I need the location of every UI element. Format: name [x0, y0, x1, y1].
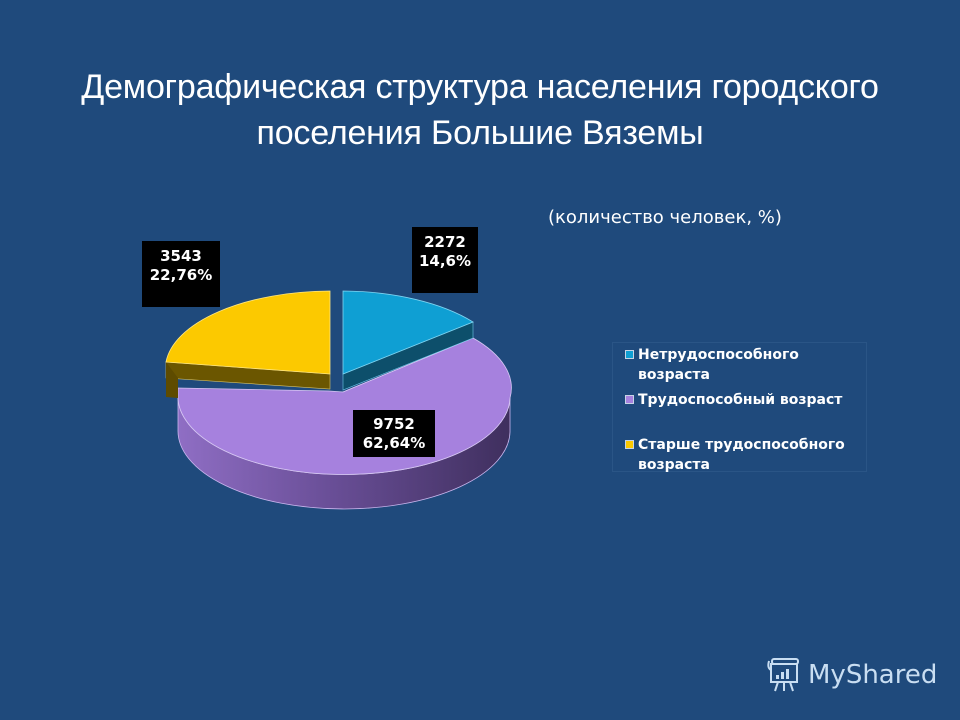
- label-value: 2272: [424, 233, 466, 251]
- title-line-2: поселения Большие Вяземы: [256, 114, 704, 152]
- pie-slice-young: [342, 290, 474, 391]
- chart-legend: Нетрудоспособного возраста Трудоспособны…: [612, 342, 867, 475]
- pie-slice-elderly: [165, 290, 331, 398]
- label-percent: 22,76%: [149, 266, 213, 284]
- legend-label: Трудоспособный возраст: [638, 392, 843, 408]
- chart-title: Демографическая структура населения горо…: [0, 64, 960, 156]
- legend-item-working: Трудоспособный возраст: [625, 390, 865, 410]
- presentation-board-icon: [767, 658, 799, 692]
- label-percent: 62,64%: [362, 434, 426, 452]
- legend-item-elderly: Старше трудоспособного возраста: [625, 435, 865, 475]
- chart-subtitle: (количество человек, %): [548, 207, 782, 228]
- label-percent: 14,6%: [418, 252, 472, 270]
- label-value: 3543: [160, 247, 202, 265]
- title-line-1: Демографическая структура населения горо…: [81, 68, 879, 106]
- watermark: MyShared: [766, 653, 937, 697]
- data-label-elderly: 3543 22,76%: [142, 241, 220, 307]
- data-label-young: 2272 14,6%: [412, 227, 478, 293]
- legend-item-young: Нетрудоспособного возраста: [625, 345, 865, 385]
- data-label-working: 9752 62,64%: [353, 410, 435, 457]
- legend-label: Старше трудоспособного возраста: [638, 437, 845, 473]
- legend-swatch: [625, 395, 634, 404]
- label-value: 9752: [373, 415, 415, 433]
- legend-swatch: [625, 440, 634, 449]
- watermark-text: MyShared: [808, 660, 938, 690]
- legend-label: Нетрудоспособного возраста: [638, 347, 799, 383]
- legend-swatch: [625, 350, 634, 359]
